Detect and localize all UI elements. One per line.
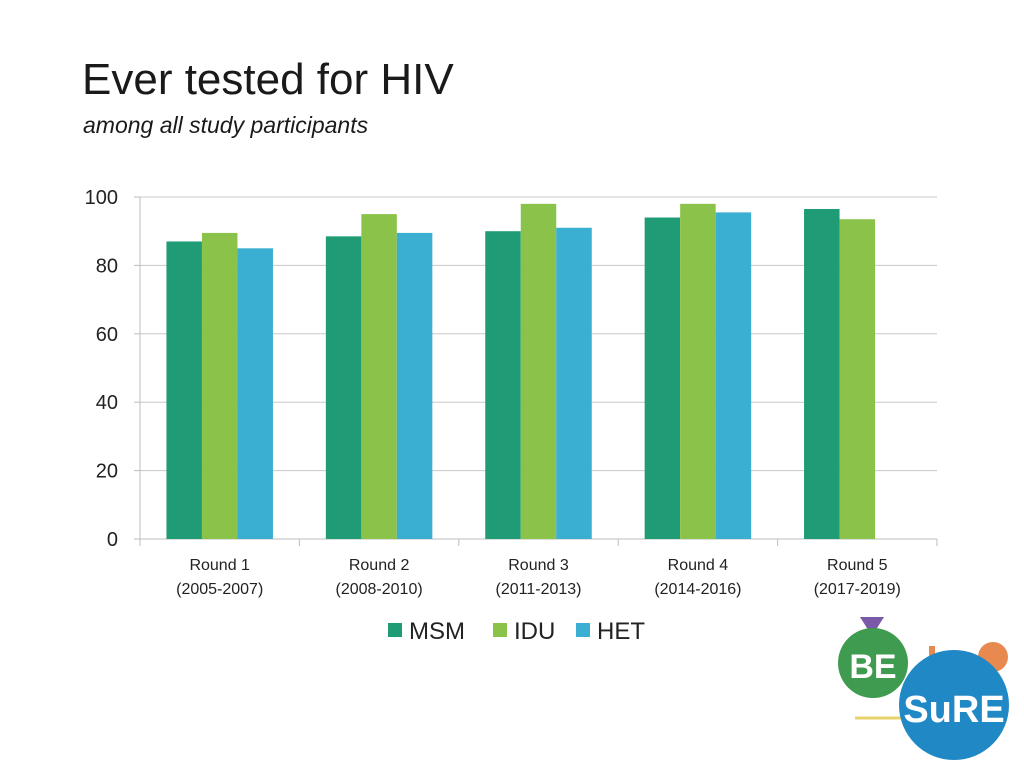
- bar-idu-2: [361, 214, 397, 539]
- y-tick-label: 0: [107, 529, 118, 551]
- y-tick-label: 40: [96, 392, 118, 414]
- bar-idu-3: [520, 203, 557, 539]
- y-tick-label: 20: [96, 461, 118, 483]
- logo-triangle: [860, 617, 884, 636]
- x-category-label: (2008-2010): [336, 581, 423, 598]
- logo-text-top: BE: [849, 648, 896, 686]
- bar-het-3: [556, 227, 592, 539]
- bar-idu-1: [201, 232, 238, 539]
- logo-text-bottom: SuRE: [903, 689, 1004, 731]
- slide-title: Ever tested for HIV: [82, 55, 454, 104]
- x-category-label: Round 1: [189, 557, 250, 574]
- slide-subtitle: among all study participants: [83, 112, 369, 138]
- chart-bars: [166, 203, 876, 540]
- x-category-label: Round 3: [508, 557, 569, 574]
- x-category-label: (2011-2013): [496, 581, 582, 598]
- legend-label-het: HET: [597, 618, 645, 645]
- x-category-label: Round 4: [668, 557, 729, 574]
- x-category-label: Round 2: [349, 557, 410, 574]
- chart-legend: MSM IDU HET: [388, 618, 645, 645]
- bar-idu-4: [680, 203, 716, 539]
- x-category-label: (2014-2016): [654, 581, 741, 598]
- logo-blue-circle: [899, 650, 1009, 760]
- y-tick-label: 100: [85, 187, 118, 209]
- legend-label-idu: IDU: [514, 618, 555, 645]
- bar-idu-5: [839, 219, 876, 540]
- y-tick-label: 60: [96, 324, 118, 346]
- bar-msm-4: [644, 217, 681, 539]
- legend-swatch-het: [576, 623, 590, 637]
- bar-het-1: [237, 248, 273, 540]
- logo-green-circle: [838, 628, 908, 698]
- be-sure-logo: BE SuRE: [838, 617, 1009, 760]
- legend-swatch-idu: [493, 623, 507, 637]
- bar-het-2: [396, 232, 433, 539]
- legend-swatch-msm: [388, 623, 402, 637]
- x-category-label: (2005-2007): [176, 581, 263, 598]
- legend-label-msm: MSM: [409, 618, 465, 645]
- bar-het-4: [715, 212, 752, 539]
- y-tick-label: 80: [96, 255, 118, 277]
- x-category-label: (2017-2019): [814, 581, 901, 598]
- bar-msm-2: [325, 236, 362, 539]
- bar-msm-3: [485, 231, 521, 539]
- bar-msm-5: [804, 208, 840, 539]
- x-category-label: Round 5: [827, 557, 888, 574]
- chart-labels: 0 20 40 60 80 100 Round 1 (2005-2007) Round 2 (20…: [85, 187, 901, 598]
- bar-msm-1: [166, 241, 202, 539]
